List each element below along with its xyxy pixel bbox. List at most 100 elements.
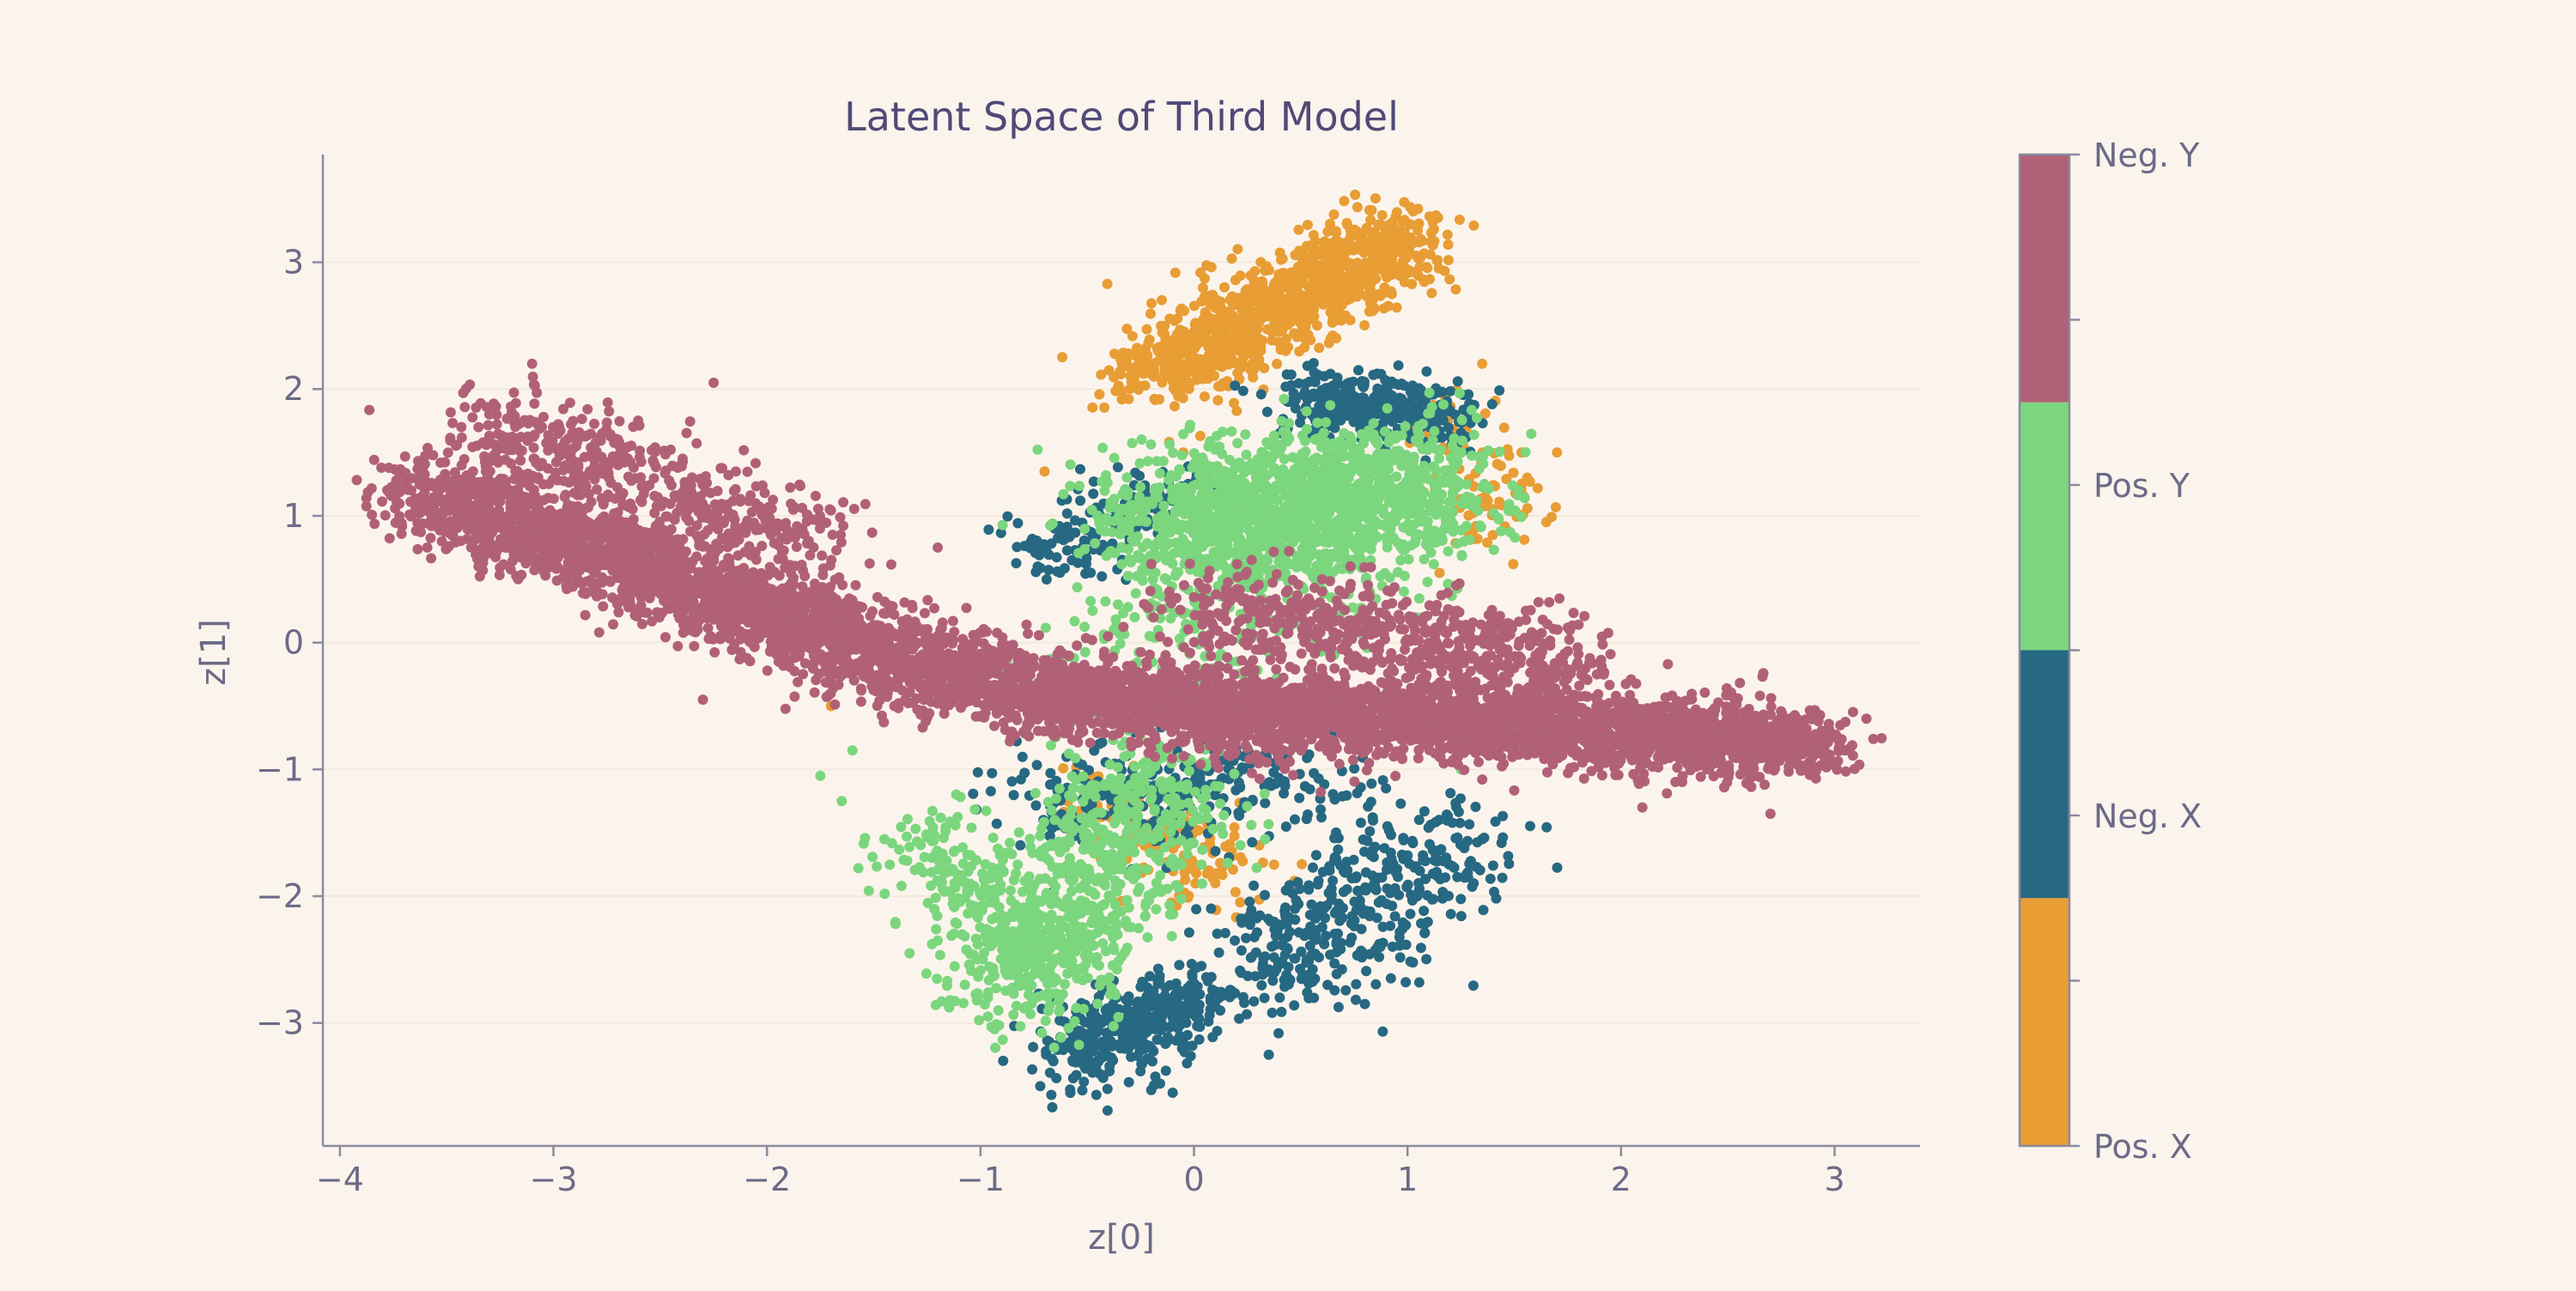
- data-point: [965, 949, 975, 959]
- data-point: [1211, 303, 1221, 313]
- data-point: [1197, 879, 1207, 889]
- data-point: [1159, 509, 1170, 519]
- data-point: [992, 819, 1002, 829]
- data-point: [1252, 927, 1262, 937]
- data-point: [1419, 928, 1430, 938]
- data-point: [1465, 535, 1475, 545]
- data-point: [1015, 840, 1025, 851]
- data-point: [998, 520, 1008, 530]
- data-point: [1127, 438, 1138, 448]
- data-point: [1103, 1106, 1113, 1116]
- data-point: [1189, 458, 1200, 469]
- data-point: [1303, 330, 1314, 340]
- data-point: [1300, 436, 1310, 446]
- data-point: [1408, 236, 1419, 246]
- data-point: [1199, 313, 1209, 324]
- data-point: [1194, 814, 1205, 824]
- data-point: [1210, 790, 1220, 800]
- data-point: [1165, 909, 1176, 919]
- data-point: [1356, 818, 1366, 828]
- data-point: [1425, 274, 1435, 284]
- data-point: [1147, 369, 1157, 379]
- data-point: [1333, 845, 1343, 855]
- data-point: [1032, 445, 1042, 455]
- data-point: [1256, 980, 1267, 991]
- data-point: [1105, 502, 1115, 512]
- data-point: [1260, 798, 1270, 809]
- data-point: [1182, 1058, 1192, 1069]
- data-point: [1267, 1008, 1278, 1018]
- data-point: [1174, 464, 1184, 475]
- data-point: [1087, 606, 1097, 616]
- data-point: [1364, 458, 1375, 468]
- data-point: [1230, 462, 1241, 472]
- data-point: [1235, 781, 1245, 791]
- data-point: [1230, 887, 1241, 897]
- data-point: [1103, 1084, 1113, 1094]
- data-point: [1079, 544, 1090, 555]
- data-point: [1296, 312, 1306, 322]
- data-point: [1368, 306, 1378, 316]
- data-point: [1242, 509, 1252, 519]
- data-point: [1352, 871, 1362, 882]
- data-point: [1483, 495, 1493, 506]
- data-point: [1127, 865, 1138, 876]
- data-point: [1377, 210, 1388, 221]
- data-point: [1438, 415, 1449, 426]
- data-point: [1342, 884, 1352, 894]
- data-point: [1356, 399, 1366, 409]
- data-point: [1327, 789, 1338, 799]
- data-point: [1401, 450, 1412, 460]
- data-point: [1133, 385, 1144, 395]
- data-point: [1146, 298, 1157, 308]
- data-point: [1286, 268, 1297, 278]
- data-point: [1419, 461, 1429, 471]
- data-point: [1382, 883, 1392, 894]
- data-point: [1309, 367, 1320, 378]
- data-point: [1191, 904, 1201, 914]
- data-point: [1505, 527, 1516, 537]
- data-point: [1168, 1012, 1178, 1022]
- data-point: [1099, 403, 1109, 413]
- data-point: [1246, 532, 1256, 542]
- data-point: [1429, 224, 1439, 234]
- data-point: [1152, 974, 1163, 985]
- data-point: [1358, 488, 1368, 498]
- data-point: [1346, 918, 1357, 929]
- data-point: [1213, 381, 1224, 391]
- data-point: [1363, 802, 1373, 812]
- data-point: [1062, 968, 1072, 979]
- data-point: [1335, 504, 1346, 514]
- data-point: [1185, 378, 1195, 388]
- data-point: [1455, 894, 1466, 904]
- data-point: [1163, 1035, 1174, 1046]
- data-point: [1399, 230, 1409, 240]
- data-point: [968, 789, 978, 799]
- data-point: [1319, 903, 1329, 913]
- data-point: [1170, 537, 1181, 548]
- data-point: [921, 968, 932, 979]
- data-point: [1242, 971, 1253, 981]
- data-point: [1407, 895, 1418, 906]
- data-point: [1388, 378, 1398, 388]
- data-point: [1495, 446, 1505, 457]
- data-point: [1260, 834, 1270, 845]
- data-point: [1012, 558, 1022, 568]
- data-point: [1041, 1015, 1051, 1026]
- data-point: [1218, 810, 1229, 821]
- data-point: [1455, 215, 1465, 225]
- data-point: [1331, 227, 1341, 238]
- data-point: [1224, 992, 1235, 1003]
- data-point: [1195, 268, 1206, 278]
- data-point: [1346, 315, 1356, 325]
- data-point: [1167, 931, 1177, 942]
- data-point: [1236, 852, 1246, 863]
- data-point: [1297, 859, 1307, 870]
- data-point: [1413, 253, 1424, 264]
- data-point: [1308, 863, 1318, 873]
- data-point: [1097, 443, 1108, 453]
- data-point: [1513, 490, 1523, 500]
- data-point: [1488, 860, 1498, 870]
- data-point: [986, 786, 996, 797]
